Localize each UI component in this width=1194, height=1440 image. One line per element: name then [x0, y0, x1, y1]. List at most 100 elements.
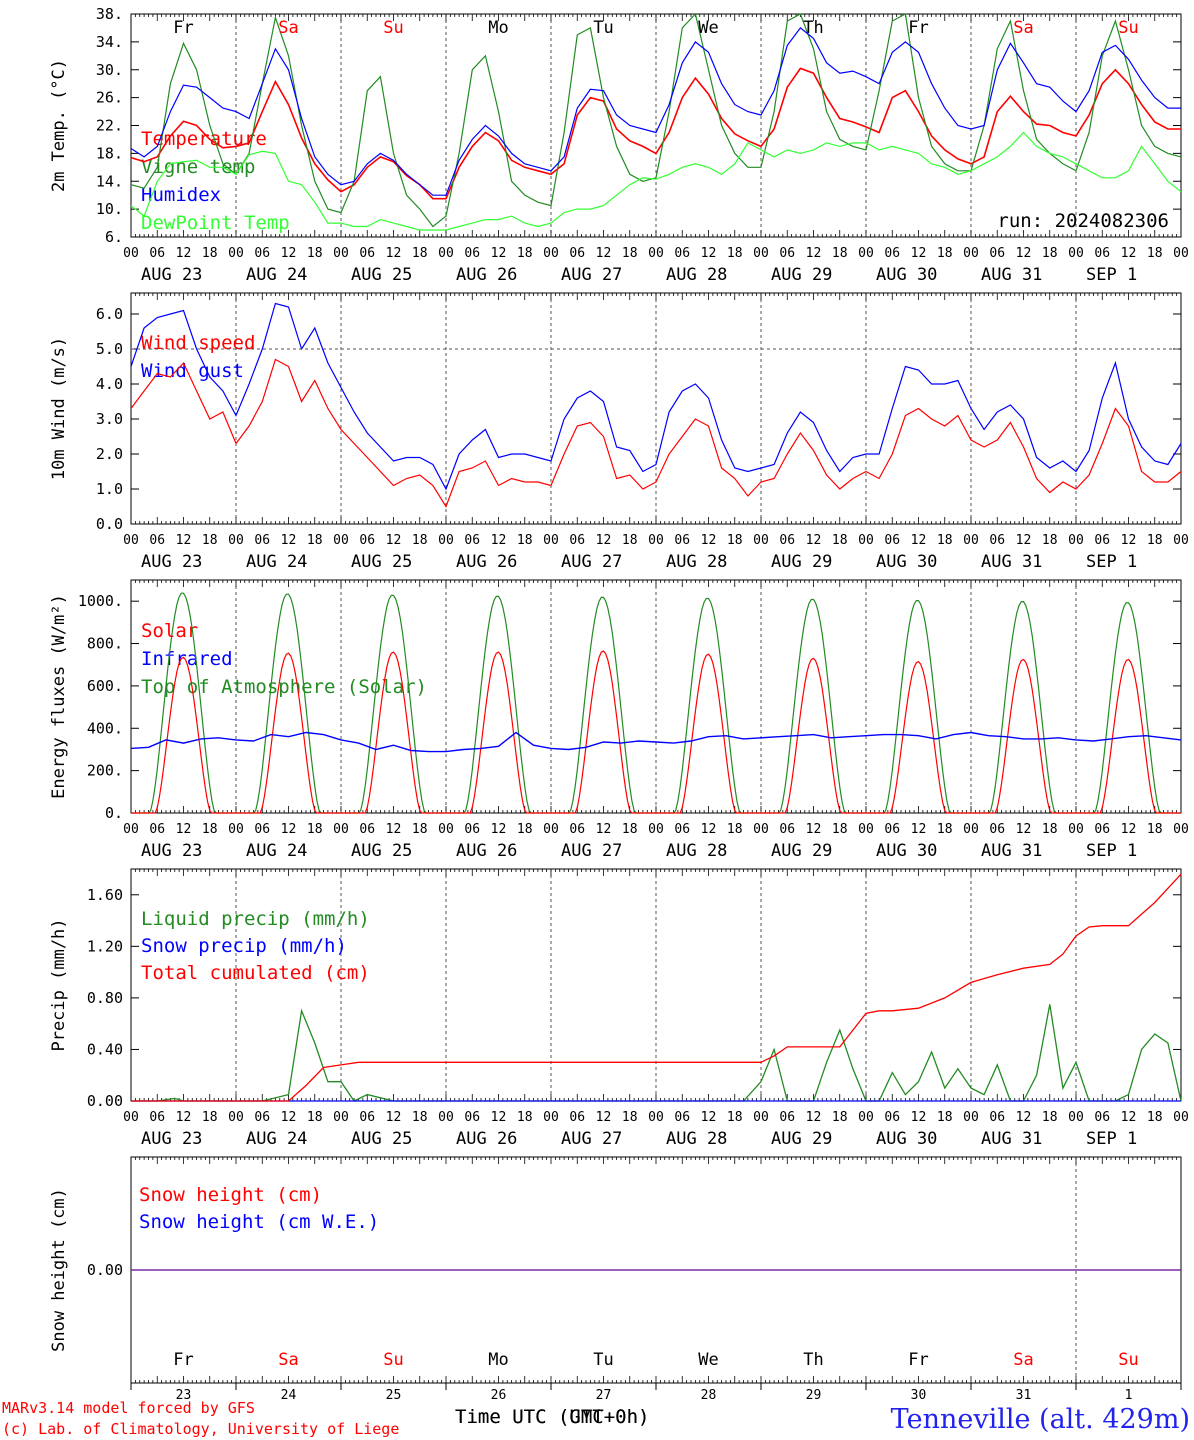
- date-label: AUG 26: [456, 552, 517, 572]
- date-label: AUG 31: [981, 1129, 1042, 1149]
- hour-tick-label: 00: [1068, 822, 1084, 837]
- hour-tick-label: 06: [254, 533, 270, 548]
- date-label: AUG 23: [141, 265, 202, 285]
- hour-tick-label: 00: [858, 533, 874, 548]
- hour-tick-label: 00: [963, 822, 979, 837]
- hour-tick-label: 00: [858, 246, 874, 261]
- hour-tick-label: 06: [674, 246, 690, 261]
- day-name-bottom: Fr: [908, 1350, 928, 1370]
- hour-tick-label: 18: [937, 533, 953, 548]
- day-name-top: Sa: [278, 18, 298, 38]
- panel-4: 1.60 1.20 0.80 0.40 0.00 Precip (mm/h) 00 06 12 1…: [49, 868, 1189, 1149]
- hour-tick-label: 18: [517, 246, 533, 261]
- series-line-precip-3: [131, 873, 1182, 1102]
- hour-tick-label: 12: [1016, 822, 1032, 837]
- hour-tick-label: 12: [806, 822, 822, 837]
- hour-tick-label: 00: [963, 1110, 979, 1125]
- y-tick-label: 18.: [96, 144, 123, 162]
- hour-tick-label: 18: [412, 246, 428, 261]
- hour-tick-label: 12: [281, 1110, 297, 1125]
- hour-tick-label: 18: [937, 822, 953, 837]
- date-label: AUG 24: [246, 1129, 307, 1149]
- hour-tick-label: 06: [1094, 822, 1110, 837]
- hour-tick-label: 12: [596, 533, 612, 548]
- hour-tick-label: 18: [517, 822, 533, 837]
- day-name-bottom: Mo: [488, 1350, 508, 1370]
- y-tick-label: 0.0: [96, 515, 123, 533]
- hour-tick-label: 00: [438, 1110, 454, 1125]
- hour-tick-label: 12: [281, 246, 297, 261]
- date-label: SEP 1: [1086, 265, 1137, 285]
- day-name-bottom: Fr: [173, 1350, 193, 1370]
- hour-tick-label: 18: [1042, 246, 1058, 261]
- date-label: AUG 27: [561, 265, 622, 285]
- hour-tick-label: 12: [596, 822, 612, 837]
- y-tick-label: 1.20: [87, 937, 123, 955]
- date-label: AUG 29: [771, 841, 832, 861]
- legend-entry: Snow height (cm W.E.): [139, 1211, 379, 1233]
- legend-entry: Infrared: [141, 648, 233, 670]
- time-axis-label: Time UTC (GMT+0h): [455, 1406, 649, 1428]
- hour-tick-label: 06: [674, 1110, 690, 1125]
- hour-tick-label: 00: [648, 246, 664, 261]
- hour-tick-label: 00: [333, 822, 349, 837]
- hour-tick-label: 18: [832, 533, 848, 548]
- hour-tick-label: 00: [228, 822, 244, 837]
- hour-tick-label: 06: [884, 533, 900, 548]
- hour-tick-label: 12: [1016, 533, 1032, 548]
- legend-entry: Wind gust: [141, 360, 244, 382]
- hour-tick-label: 00: [753, 246, 769, 261]
- y-tick-label: 1.0: [96, 480, 123, 498]
- hour-tick-label: 12: [176, 533, 192, 548]
- hour-tick-label: 00: [858, 822, 874, 837]
- hour-tick-label: 00: [1173, 533, 1189, 548]
- hour-tick-label: 06: [464, 1110, 480, 1125]
- hour-tick-label: 12: [176, 822, 192, 837]
- hour-tick-label: 18: [832, 246, 848, 261]
- hour-tick-label: 00: [1068, 533, 1084, 548]
- day-name-top: Th: [803, 18, 823, 38]
- day-name-top: Su: [1118, 18, 1138, 38]
- hour-tick-label: 18: [517, 1110, 533, 1125]
- hour-tick-label: 12: [806, 533, 822, 548]
- y-tick-label: 10.: [96, 200, 123, 218]
- y-tick-label: 0.00: [87, 1261, 123, 1279]
- hour-tick-label: 12: [911, 1110, 927, 1125]
- hour-tick-label: 18: [1147, 533, 1163, 548]
- lab-credit: (c) Lab. of Climatology, University of L…: [2, 1420, 399, 1438]
- hour-tick-label: 06: [359, 1110, 375, 1125]
- hour-tick-label: 18: [202, 1110, 218, 1125]
- day-name-bottom: Tu: [593, 1350, 613, 1370]
- hour-tick-label: 06: [674, 533, 690, 548]
- day-number: 25: [386, 1388, 402, 1403]
- y-tick-label: 0.80: [87, 989, 123, 1007]
- date-label: AUG 30: [876, 841, 937, 861]
- hour-tick-label: 12: [281, 822, 297, 837]
- hour-tick-label: 00: [543, 1110, 559, 1125]
- day-name-bottom: Su: [1118, 1350, 1138, 1370]
- date-label: AUG 31: [981, 841, 1042, 861]
- day-name-top: Fr: [908, 18, 928, 38]
- hour-tick-label: 06: [254, 1110, 270, 1125]
- hour-tick-label: 18: [937, 246, 953, 261]
- legend-entry: Liquid precip (mm/h): [141, 908, 370, 930]
- day-number: 28: [701, 1388, 717, 1403]
- legend-entry: Total cumulated (cm): [141, 962, 370, 984]
- model-credit: MARv3.14 model forced by GFS: [2, 1399, 255, 1417]
- legend-entry: Snow precip (mm/h): [141, 935, 347, 957]
- hour-tick-label: 06: [254, 246, 270, 261]
- hour-tick-label: 12: [1121, 822, 1137, 837]
- date-label: AUG 29: [771, 1129, 832, 1149]
- hour-tick-label: 18: [307, 822, 323, 837]
- hour-tick-label: 06: [359, 533, 375, 548]
- hour-tick-label: 06: [779, 533, 795, 548]
- hour-tick-label: 12: [1016, 1110, 1032, 1125]
- y-tick-label: 3.0: [96, 410, 123, 428]
- hour-tick-label: 06: [989, 246, 1005, 261]
- hour-tick-label: 18: [1042, 1110, 1058, 1125]
- day-name-bottom: Th: [803, 1350, 823, 1370]
- hour-tick-label: 12: [701, 533, 717, 548]
- hour-tick-label: 06: [989, 822, 1005, 837]
- hour-tick-label: 06: [674, 822, 690, 837]
- date-label: AUG 23: [141, 552, 202, 572]
